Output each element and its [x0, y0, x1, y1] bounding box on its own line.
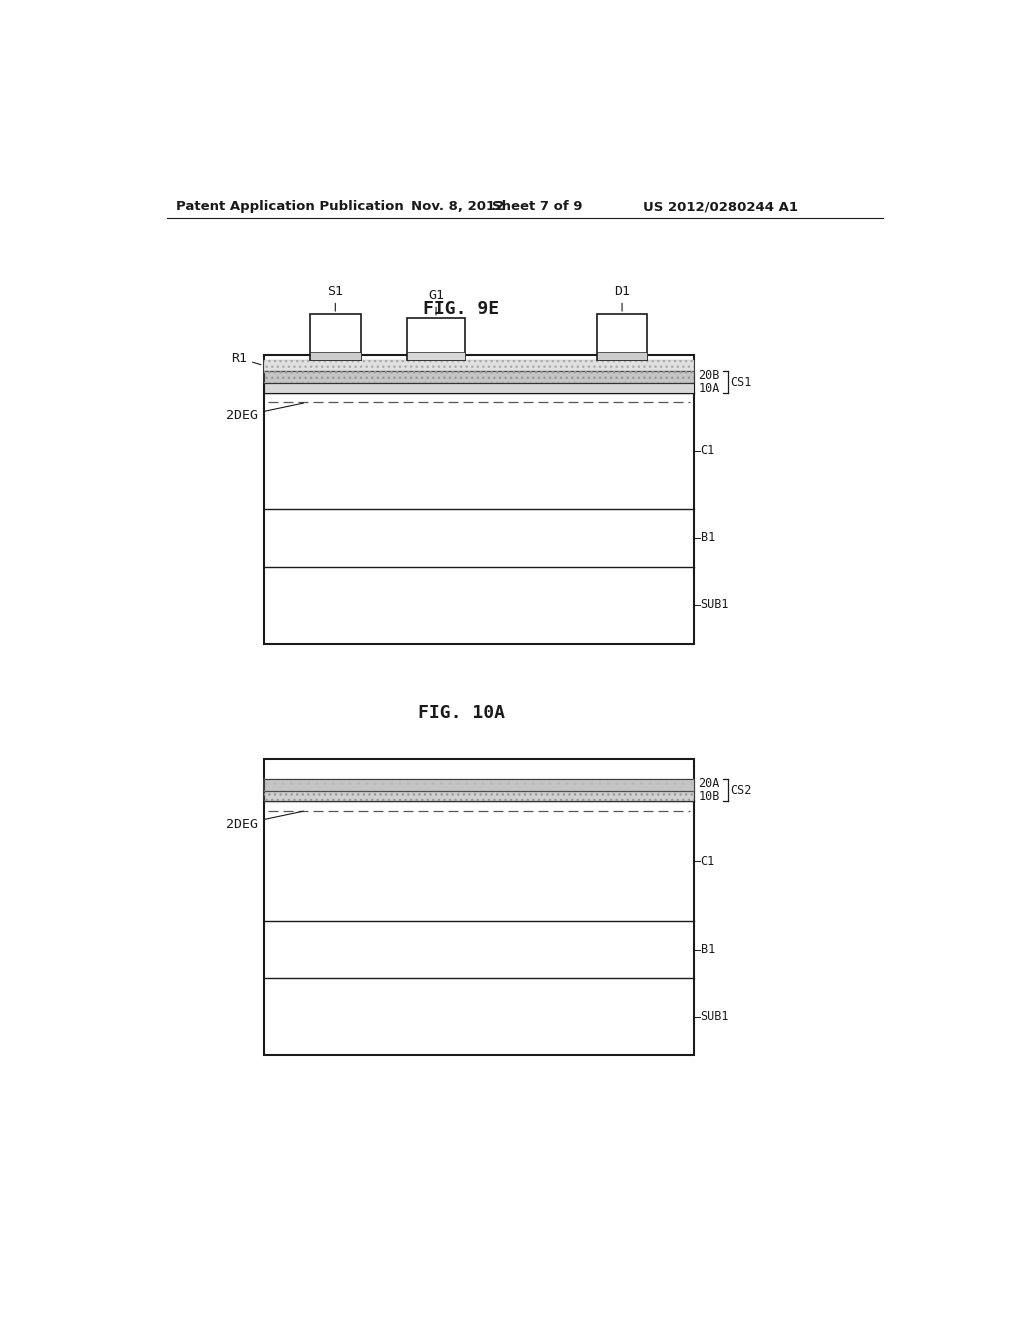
Bar	[597, 352, 647, 360]
Bar	[407, 352, 465, 360]
Text: 10A: 10A	[698, 381, 720, 395]
Text: Patent Application Publication: Patent Application Publication	[176, 201, 403, 214]
Bar	[263, 383, 693, 393]
Text: S1: S1	[328, 285, 343, 312]
Text: FIG. 10A: FIG. 10A	[418, 704, 505, 722]
Text: 10B: 10B	[698, 789, 720, 803]
Bar	[263, 371, 693, 383]
Text: 2DEG: 2DEG	[226, 812, 303, 830]
Bar	[263, 792, 693, 801]
Bar	[310, 314, 360, 360]
Text: SUB1: SUB1	[700, 598, 729, 611]
Text: CS2: CS2	[730, 784, 752, 797]
Text: G1: G1	[428, 289, 444, 315]
Text: Sheet 7 of 9: Sheet 7 of 9	[493, 201, 583, 214]
Text: B1: B1	[700, 531, 715, 544]
Text: B1: B1	[700, 942, 715, 956]
Bar	[310, 352, 360, 360]
Bar	[263, 360, 693, 371]
Text: 20B: 20B	[698, 370, 720, 381]
Text: C1: C1	[700, 854, 715, 867]
Bar	[263, 779, 693, 792]
Bar	[597, 314, 647, 360]
Bar	[263, 360, 693, 371]
Text: CS1: CS1	[730, 376, 752, 388]
Text: FIG. 9E: FIG. 9E	[423, 300, 500, 318]
Text: US 2012/0280244 A1: US 2012/0280244 A1	[643, 201, 799, 214]
Text: 20A: 20A	[698, 777, 720, 791]
Text: C1: C1	[700, 445, 715, 458]
Text: 2DEG: 2DEG	[226, 403, 303, 422]
Text: D1: D1	[614, 285, 630, 312]
Bar	[263, 371, 693, 383]
Text: Nov. 8, 2012: Nov. 8, 2012	[411, 201, 504, 214]
Text: R1: R1	[231, 351, 261, 364]
Bar	[263, 779, 693, 792]
Text: SUB1: SUB1	[700, 1010, 729, 1023]
Bar	[263, 759, 693, 1056]
Bar	[263, 792, 693, 801]
Bar	[407, 318, 465, 360]
Bar	[263, 355, 693, 644]
